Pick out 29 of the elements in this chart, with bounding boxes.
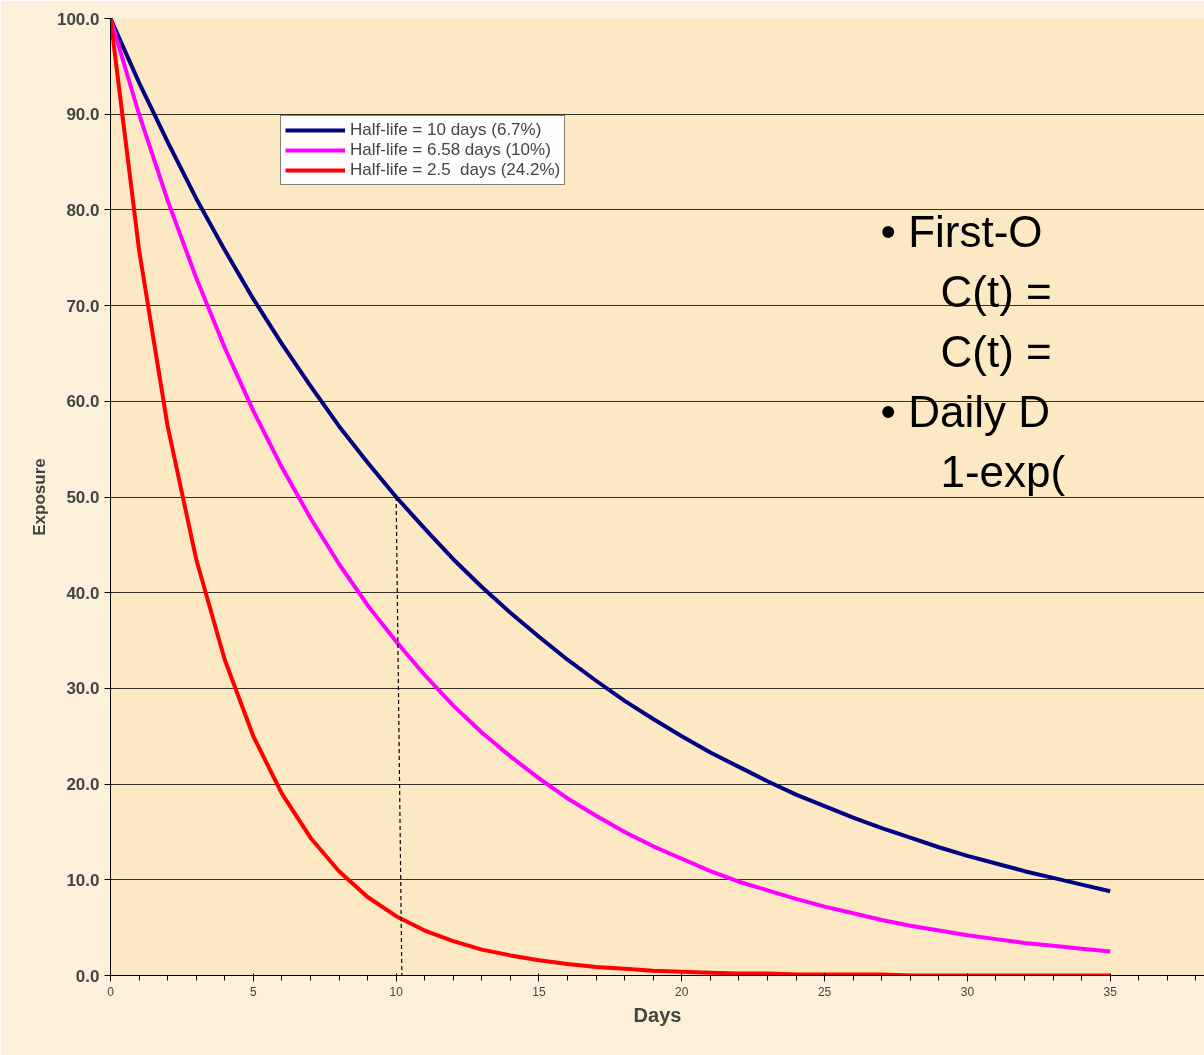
annotation: • Daily D	[880, 386, 1050, 436]
x-tick-label: 0	[107, 984, 115, 999]
y-tick-label: 20.0	[66, 775, 100, 795]
x-tick-label: 5	[249, 984, 257, 999]
y-tick-label: 50.0	[66, 488, 100, 507]
x-tick-label: 10	[389, 984, 404, 999]
legend-label: Half-life = 6.58 days (10%)	[350, 140, 551, 160]
y-tick-label: 0.0	[75, 966, 100, 986]
y-tick-label: 30.0	[66, 679, 100, 699]
x-tick-label: 20	[675, 984, 689, 999]
y-tick-label: 80.0	[66, 200, 100, 220]
y-tick-label: 60.0	[66, 392, 100, 412]
annotation: 1-exp(	[940, 446, 1066, 496]
legend-label: Half-life = 2.5 days (24.2%)	[350, 160, 561, 180]
x-tick-label: 15	[532, 984, 546, 999]
annotation: • First-O	[880, 206, 1043, 256]
x-tick-label: 35	[1103, 984, 1118, 999]
y-tick-label: 100.0	[56, 9, 100, 29]
x-tick-label: 25	[817, 984, 832, 999]
y-tick-label: 90.0	[66, 105, 100, 125]
y-axis-title: Exposure	[29, 458, 49, 536]
x-tick-label: 30	[960, 984, 975, 999]
annotation: C(t) =	[940, 266, 1052, 316]
y-tick-label: 40.0	[66, 583, 100, 603]
y-tick-label: 70.0	[66, 296, 100, 316]
annotation: C(t) =	[940, 326, 1052, 376]
x-axis-title: Days	[633, 1003, 682, 1026]
y-tick-label: 10.0	[66, 870, 100, 890]
legend-label: Half-life = 10 days (6.7%)	[350, 120, 542, 140]
